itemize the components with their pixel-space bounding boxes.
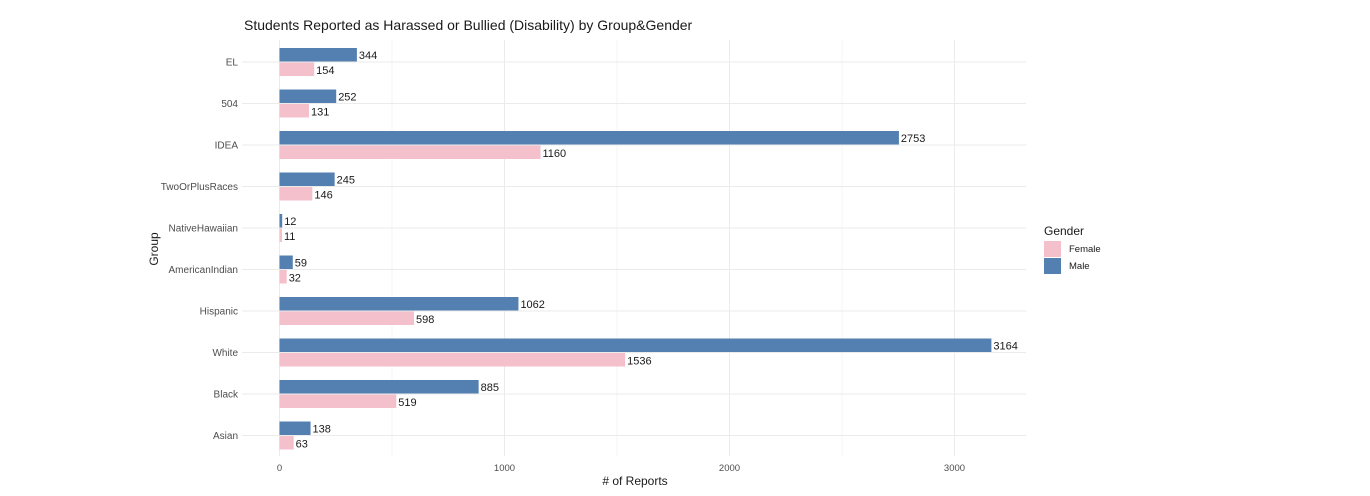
data-label-female: 131 (311, 107, 329, 119)
bar-female (279, 145, 541, 159)
legend-swatch-female (1044, 241, 1061, 257)
data-label-female: 32 (289, 273, 301, 285)
data-label-female: 154 (316, 65, 334, 77)
bar-male (279, 421, 311, 435)
x-tick-label: 1000 (494, 463, 515, 474)
data-label-male: 59 (295, 258, 307, 270)
bar-male (279, 255, 293, 269)
y-tick-label: TwoOrPlusRaces (161, 182, 238, 193)
bar-female (279, 394, 397, 408)
data-label-female: 146 (314, 190, 332, 202)
bar-female (279, 228, 282, 242)
y-tick-label: EL (226, 58, 239, 69)
bar-male (279, 338, 992, 352)
data-label-female: 1536 (627, 356, 651, 368)
data-label-male: 138 (313, 424, 331, 436)
data-label-male: 1062 (520, 299, 544, 311)
y-tick-label: Black (214, 390, 239, 401)
data-label-male: 2753 (901, 133, 925, 145)
y-tick-label: AmericanIndian (169, 265, 238, 276)
y-tick-label: Asian (213, 431, 238, 442)
data-label-female: 598 (416, 314, 434, 326)
bar-male (279, 131, 899, 145)
bars (279, 48, 992, 450)
bar-female (279, 187, 313, 201)
bar-female (279, 353, 626, 367)
y-tick-label: White (212, 348, 238, 359)
bar-male (279, 172, 335, 186)
grid (242, 40, 1026, 456)
bar-male (279, 214, 283, 228)
x-tick-label: 2000 (719, 463, 740, 474)
y-tick-label: NativeHawaiian (169, 224, 238, 235)
data-label-male: 344 (359, 50, 377, 62)
bar-male (279, 380, 479, 394)
data-label-female: 11 (284, 231, 295, 243)
data-label-male: 3164 (993, 341, 1017, 353)
x-axis-title: # of Reports (602, 474, 667, 488)
y-tick-label: IDEA (215, 141, 239, 152)
y-axis-title: Group (147, 232, 161, 266)
bar-male (279, 48, 357, 62)
legend: Gender Female Male (1044, 224, 1101, 274)
data-labels: 344 154 252 131 2753 1160 245 146 12 11 59 32 1062 59… (284, 50, 1018, 451)
y-tick-label: 504 (221, 99, 238, 110)
x-tick-label: 3000 (944, 463, 965, 474)
bar-female (279, 62, 315, 76)
bar-female (279, 436, 294, 450)
legend-items: Female Male (1044, 241, 1101, 274)
legend-label-male: Male (1069, 261, 1090, 272)
bar-female (279, 104, 309, 118)
data-label-female: 63 (296, 439, 308, 451)
x-axis-tick-labels: 0 1000 2000 3000 (277, 463, 965, 474)
bar-male (279, 297, 519, 311)
bar-female (279, 270, 287, 284)
y-axis-tick-labels: EL 504 IDEA TwoOrPlusRaces NativeHawaiian Ame… (161, 58, 239, 443)
legend-label-female: Female (1069, 244, 1101, 255)
data-label-male: 252 (338, 92, 356, 104)
chart-title: Students Reported as Harassed or Bullied… (244, 17, 693, 33)
legend-swatch-male (1044, 258, 1061, 274)
data-label-female: 519 (398, 397, 416, 409)
data-label-female: 1160 (543, 148, 567, 160)
data-label-male: 12 (284, 216, 296, 228)
legend-title: Gender (1044, 224, 1084, 238)
x-tick-label: 0 (277, 463, 282, 474)
bar-female (279, 311, 415, 325)
bar-male (279, 89, 337, 103)
data-label-male: 885 (481, 382, 499, 394)
y-tick-label: Hispanic (200, 307, 238, 318)
data-label-male: 245 (337, 175, 355, 187)
